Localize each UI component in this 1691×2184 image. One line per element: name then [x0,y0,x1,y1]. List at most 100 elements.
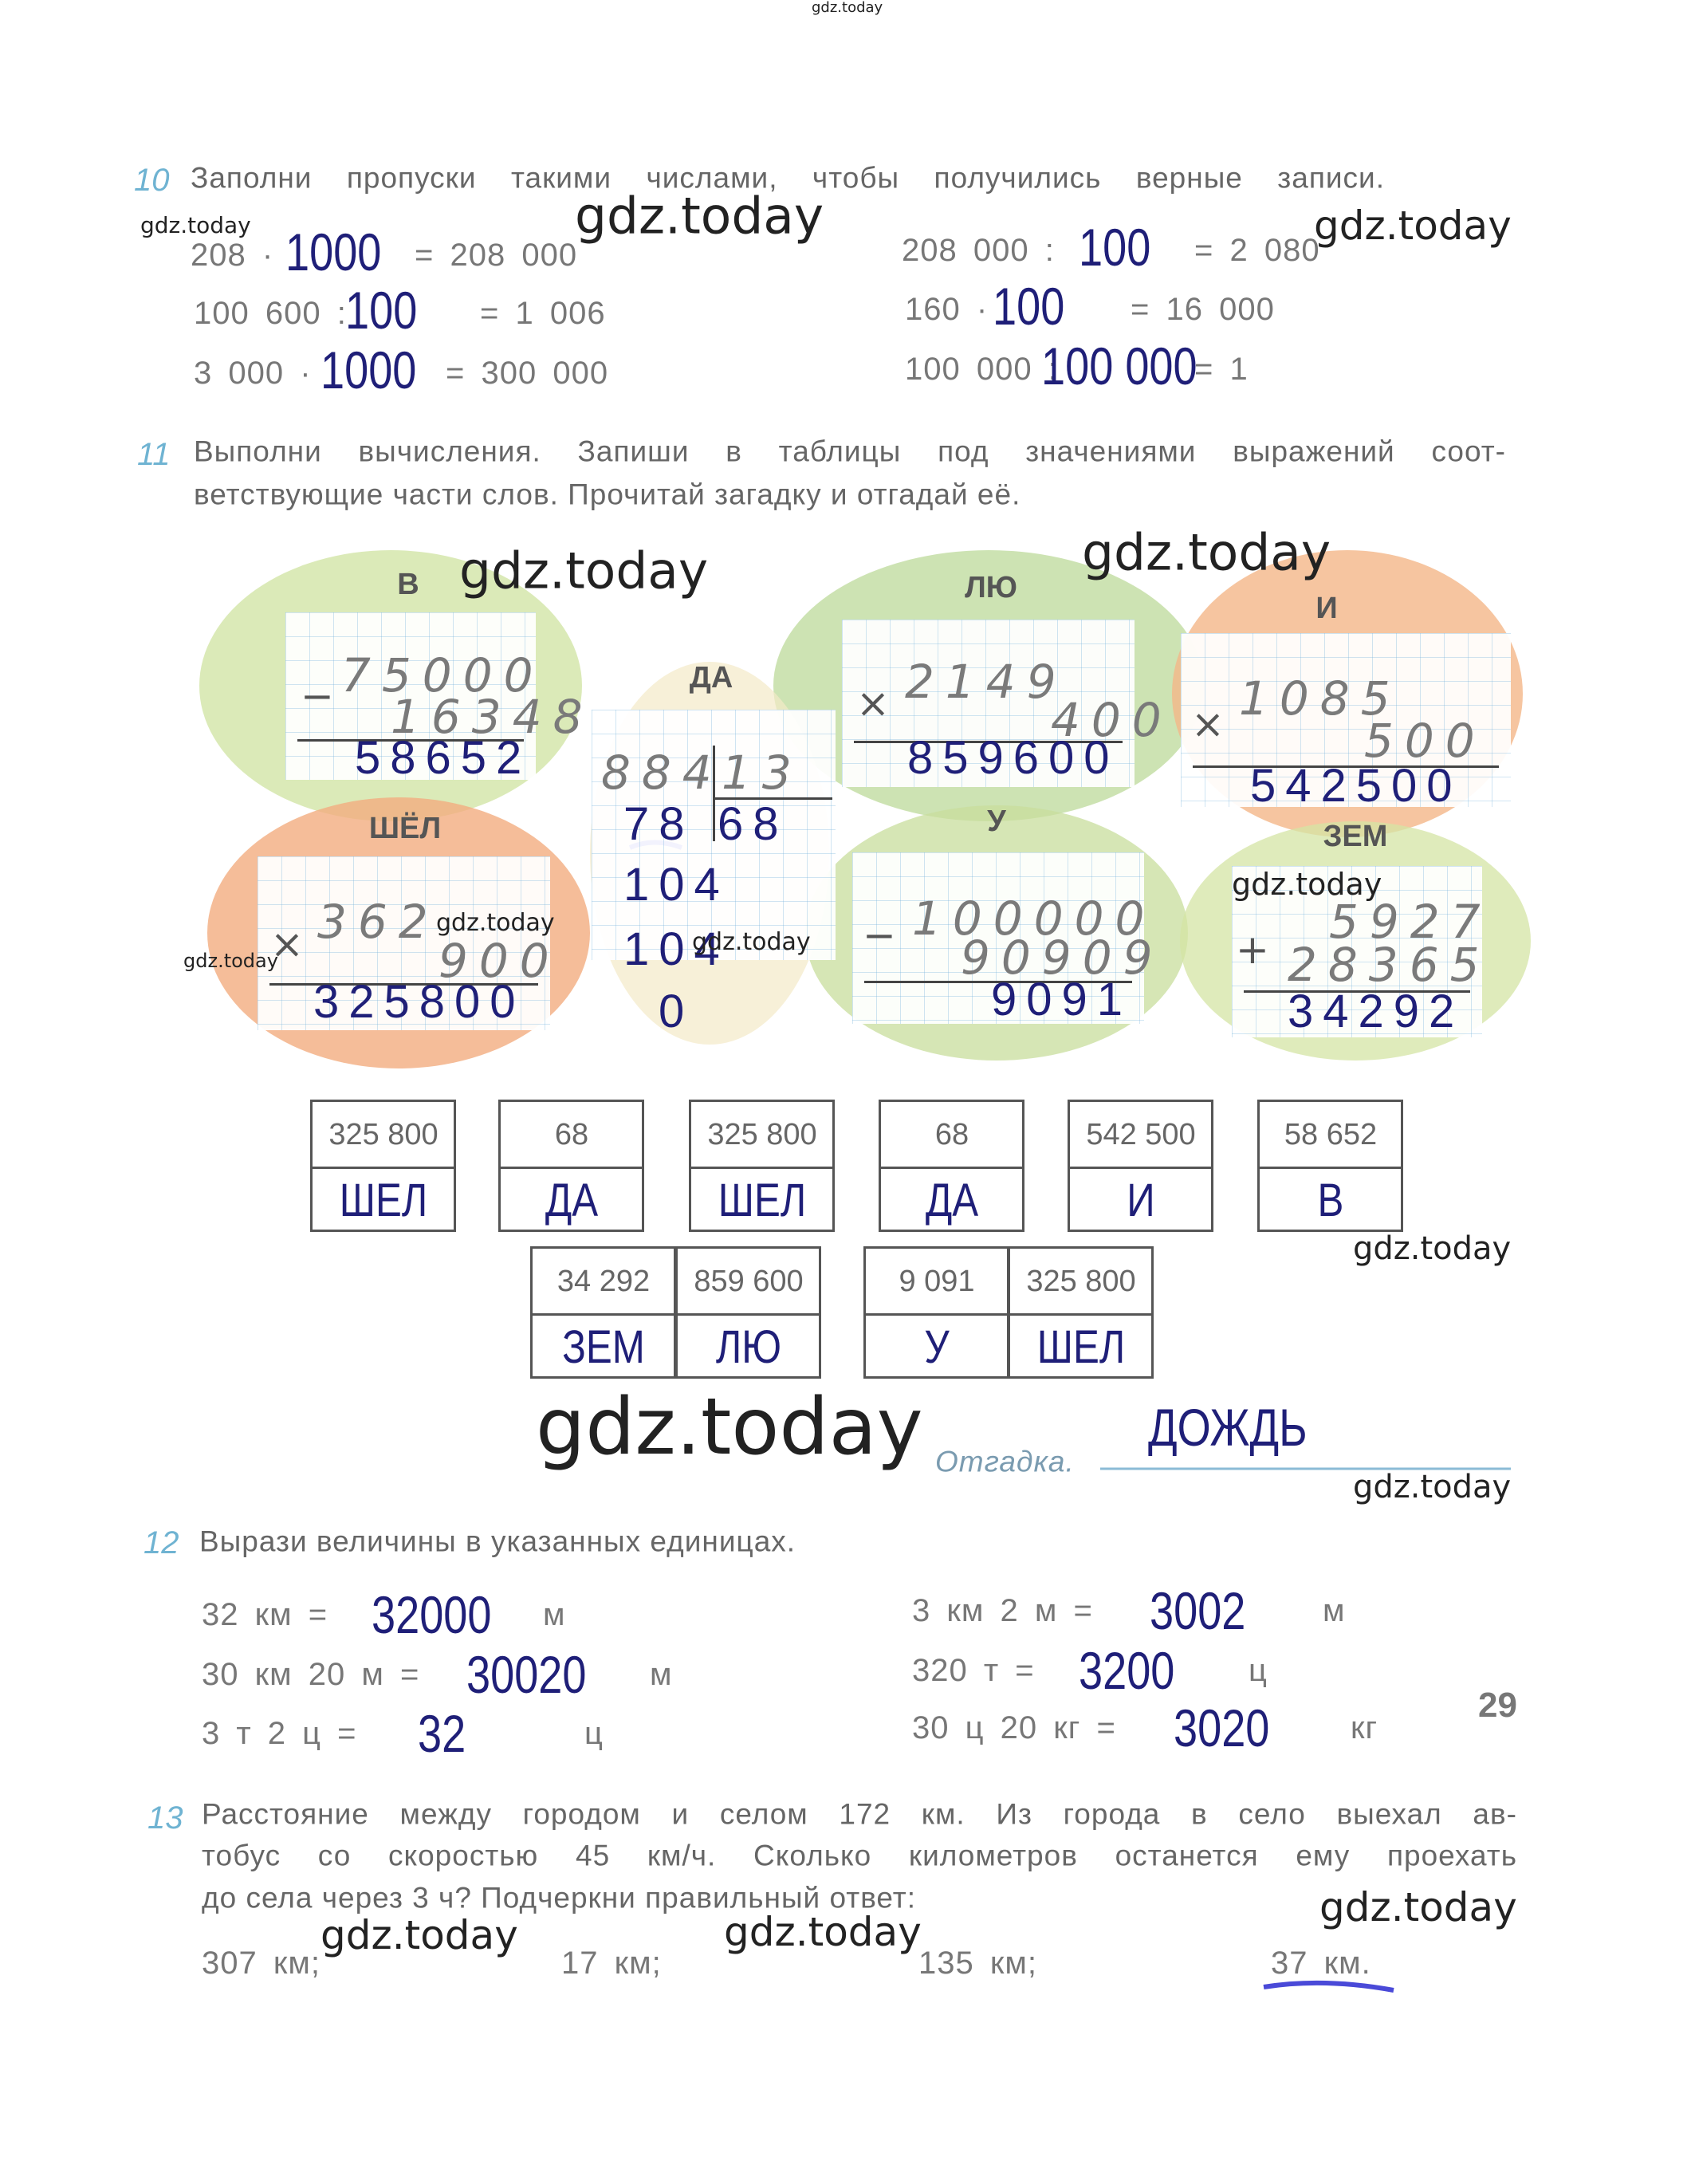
expression: 100 600 : [194,296,347,331]
task-text: Расстояние между городом и селом 172 км.… [202,1797,1517,1831]
option: 37 км. [1271,1946,1371,1981]
watermark: gdz.today [1353,1230,1512,1267]
result: 859600 [907,732,1119,784]
unit: ц [584,1716,604,1751]
operator: − [301,673,334,719]
table-cell [1008,1313,1154,1379]
syllable: ЗЕМ [1323,820,1388,853]
expression: 320 т = [912,1653,1035,1688]
grid-box [842,620,1135,787]
answer: 3002 [1150,1581,1246,1640]
table-cell [1257,1167,1403,1232]
division-step: 104 [623,859,729,911]
operand: 100000 [912,891,1156,946]
expression: 208 · [191,238,274,273]
watermark: gdz.today [575,187,824,246]
task-text: тобус со скоростью 45 км/ч. Сколько кило… [202,1839,1517,1872]
table-cell [689,1167,835,1232]
cell-syllable: ДА [545,1175,599,1226]
result-bar [854,741,1123,743]
operand: 75000 [341,648,545,702]
operand: 1085 [1239,671,1402,726]
operand: 16348 [391,690,594,744]
expression: 30 км 20 м = [202,1657,420,1692]
result: = 300 000 [446,356,609,391]
division-step: 104 [623,923,729,975]
table-cell [675,1313,821,1379]
syllable: ШЁЛ [368,812,442,845]
result: = 2 080 [1194,233,1320,268]
task-number: 12 [144,1525,179,1560]
expression: 3 т 2 ц = [202,1716,357,1751]
task-text: Вырази величины в указанных единицах. [199,1525,796,1558]
operand: 362 [317,895,439,949]
syllable: В [397,568,419,601]
table-cell [879,1167,1024,1232]
expression: 30 ц 20 кг = [912,1710,1116,1745]
result: 9091 [991,974,1133,1025]
result: 34292 [1288,986,1465,1037]
watermark: gdz.today [1082,523,1331,582]
answer: 100 [993,277,1065,336]
cell-syllable: ЗЕМ [562,1321,645,1373]
operand: 500 [1364,714,1486,768]
cell-syllable: У [924,1321,950,1373]
cell-value: 542 500 [1086,1118,1196,1151]
task-text: Выполни вычисления. Запиши в таблицы под… [194,435,1506,468]
grid-box [1181,633,1511,807]
task-text: ветствующие части слов. Прочитай загадку… [194,478,1021,511]
cell-syllable: И [1127,1175,1155,1226]
cell-value: 68 [554,1118,589,1151]
cell-syllable: ШЕЛ [1036,1321,1126,1373]
operator: − [863,912,896,958]
expression: 3 км 2 м = [912,1593,1093,1628]
task-text: до села через 3 ч? Подчеркни правильный … [202,1881,917,1914]
operand: 5927 [1329,895,1492,949]
operand: 90909 [961,931,1164,985]
answer: 32 [418,1704,466,1763]
watermark: gdz.today [321,1912,518,1958]
watermark: gdz.today [459,541,709,600]
result-bar [297,739,524,742]
watermark: gdz.today [1314,203,1512,249]
cell-syllable: ДА [925,1175,979,1226]
cell-value: 325 800 [707,1118,817,1151]
cell-value: 34 292 [556,1265,651,1298]
cell-value: 859 600 [694,1265,804,1298]
division-step: 0 [659,986,694,1037]
answer-label: Отгадка. [935,1445,1075,1478]
operator: × [856,680,890,726]
result-bar [864,981,1132,983]
task-text: Заполни пропуски такими числами, чтобы п… [191,161,1385,195]
operand: 400 [1051,693,1173,747]
cell-value: 325 800 [1026,1265,1136,1298]
watermark: gdz.today [1319,1884,1517,1930]
expression: 160 · [905,292,989,327]
operand: 2149 [905,655,1068,709]
operand: 900 [438,934,560,988]
answer: 1000 [321,340,417,399]
watermark: gdz.today [436,909,555,937]
answer: 100 [345,281,418,340]
grid-box [1232,866,1482,1037]
answer: ДОЖДЬ [1148,1398,1308,1457]
option: 17 км; [561,1946,662,1981]
unit: ц [1249,1653,1268,1688]
expression: 32 км = [202,1597,328,1632]
cell-value: 68 [934,1118,969,1151]
grid-box [852,852,1144,1024]
page-number: 29 [1478,1686,1517,1725]
syllable: ЛЮ [965,571,1017,604]
division-bar [713,746,715,841]
answer: 3200 [1079,1641,1175,1700]
expression: 100 000 : [905,352,1058,387]
syllable: И [1315,592,1338,625]
watermark: gdz.today [812,0,883,16]
table-cell [310,1167,456,1232]
result: 325800 [313,976,525,1028]
unit: м [1323,1593,1346,1628]
cell-syllable: ШЕЛ [339,1175,428,1226]
answer: 100 [1079,218,1151,277]
grid-box [285,612,536,780]
